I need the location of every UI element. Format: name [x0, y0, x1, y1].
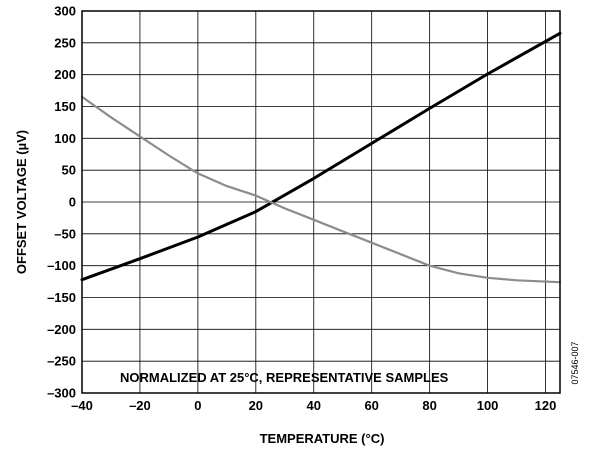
x-tick-label-6: 80 — [422, 398, 436, 413]
x-tick-label-8: 120 — [535, 398, 557, 413]
series — [80, 31, 562, 284]
y-tick-label-9: 150 — [54, 99, 76, 114]
y-tick-label-3: –150 — [47, 290, 76, 305]
plot-frame — [81, 10, 561, 394]
x-tick-label-4: 40 — [307, 398, 321, 413]
series-line-0 — [80, 31, 562, 282]
y-axis-title: OFFSET VOLTAGE (µV) — [14, 130, 29, 274]
x-tick-label-2: 0 — [194, 398, 201, 413]
annotation: NORMALIZED AT 25°C, REPRESENTATIVE SAMPL… — [120, 370, 449, 385]
grid — [81, 10, 560, 394]
y-tick-label-10: 200 — [54, 67, 76, 82]
y-tick-label-11: 250 — [54, 35, 76, 50]
y-tick-label-4: –100 — [47, 258, 76, 273]
x-tick-label-3: 20 — [249, 398, 263, 413]
x-tick-label-7: 100 — [477, 398, 499, 413]
figure-id: 07546-007 — [570, 341, 580, 384]
y-tick-label-6: 0 — [69, 195, 76, 210]
y-tick-label-2: –200 — [47, 322, 76, 337]
series-line-1 — [80, 95, 562, 284]
x-tick-label-5: 60 — [364, 398, 378, 413]
y-axis-ticks: –300 –250 –200 –150 –100 –50 0 50 100 150 200 250 30… — [47, 4, 76, 401]
y-tick-label-1: –250 — [47, 354, 76, 369]
y-tick-label-7: 50 — [62, 163, 76, 178]
y-tick-label-8: 100 — [54, 131, 76, 146]
y-tick-label-5: –50 — [54, 226, 76, 241]
y-tick-label-12: 300 — [54, 4, 76, 19]
x-tick-label-1: –20 — [129, 398, 151, 413]
x-tick-label-0: –40 — [71, 398, 93, 413]
y-tick-label-0: –300 — [47, 386, 76, 401]
x-axis-title: TEMPERATURE (°C) — [260, 431, 385, 446]
x-axis-ticks: –40 –20 0 20 40 60 80 100 120 — [71, 398, 556, 413]
